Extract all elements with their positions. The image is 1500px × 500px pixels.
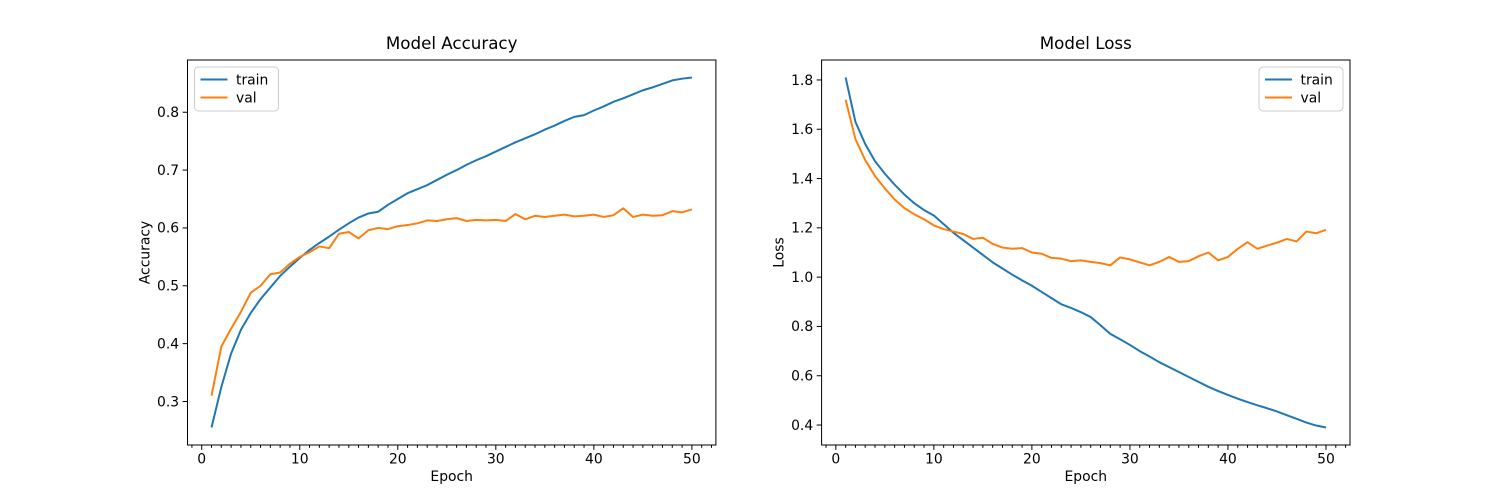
x-tick-label: 10 — [925, 452, 943, 468]
val-line — [844, 99, 1327, 267]
x-tick-label: 30 — [487, 452, 505, 468]
x-tick-label: 20 — [389, 452, 407, 468]
legend-label-val: val — [236, 90, 257, 106]
legend-label-train: train — [236, 72, 268, 88]
y-tick-label: 0.4 — [791, 418, 813, 434]
y-tick-label: 0.6 — [157, 221, 179, 237]
x-tick-label: 10 — [291, 452, 309, 468]
x-tick-label: 0 — [831, 452, 840, 468]
y-tick-label: 0.4 — [157, 336, 179, 352]
x-tick-label: 50 — [683, 452, 701, 468]
y-tick-label: 0.6 — [791, 369, 813, 385]
loss-chart: 0 10 20 30 40 50 0.4 0.6 0.8 1.0 1.2 1.4 1.6 1.8 Model… — [772, 33, 1351, 485]
x-axis-label: Epoch — [1065, 469, 1108, 485]
legend-item-val: val — [200, 90, 257, 106]
y-tick-label: 1.2 — [791, 221, 813, 237]
chart-title: Model Accuracy — [386, 33, 518, 53]
accuracy-chart: 0 10 20 30 40 50 0.3 0.4 0.5 0.6 0.7 0.8 Model Accur… — [138, 33, 717, 485]
legend-label-train: train — [1301, 72, 1333, 88]
x-tick-label: 20 — [1023, 452, 1041, 468]
train-line — [210, 76, 692, 428]
legend-box — [194, 66, 279, 112]
y-tick-label: 1.4 — [791, 171, 813, 187]
x-tick-label: 40 — [585, 452, 603, 468]
legend-item-train: train — [1265, 72, 1333, 88]
plot-area — [821, 60, 1350, 445]
legend: train val — [1258, 66, 1344, 112]
legend: train val — [194, 66, 279, 112]
plot-area — [187, 60, 716, 445]
legend-item-val: val — [1265, 90, 1321, 106]
y-tick-label: 0.3 — [157, 394, 179, 410]
y-tick-label: 0.8 — [157, 105, 179, 121]
legend-label-val: val — [1301, 90, 1322, 106]
axes-spines — [821, 59, 1351, 446]
x-tick-label: 30 — [1121, 452, 1139, 468]
y-tick-label: 0.8 — [791, 319, 813, 335]
y-tick-label: 1.6 — [791, 122, 813, 138]
y-tick-label: 1.8 — [791, 73, 813, 89]
legend-box — [1258, 66, 1344, 112]
y-tick-label: 0.7 — [157, 163, 179, 179]
x-tick-label: 0 — [197, 452, 206, 468]
legend-item-train: train — [200, 72, 268, 88]
x-tick-label: 40 — [1219, 452, 1237, 468]
x-tick-label: 50 — [1317, 452, 1335, 468]
val-line — [210, 207, 693, 396]
y-axis-label: Loss — [772, 237, 788, 267]
axes-spines — [187, 59, 717, 446]
train-line — [844, 77, 1327, 429]
y-axis-label: Accuracy — [138, 221, 154, 284]
x-axis-label: Epoch — [430, 469, 473, 485]
y-tick-label: 0.5 — [157, 279, 179, 295]
chart-title: Model Loss — [1040, 33, 1132, 53]
y-tick-label: 1.0 — [791, 270, 813, 286]
